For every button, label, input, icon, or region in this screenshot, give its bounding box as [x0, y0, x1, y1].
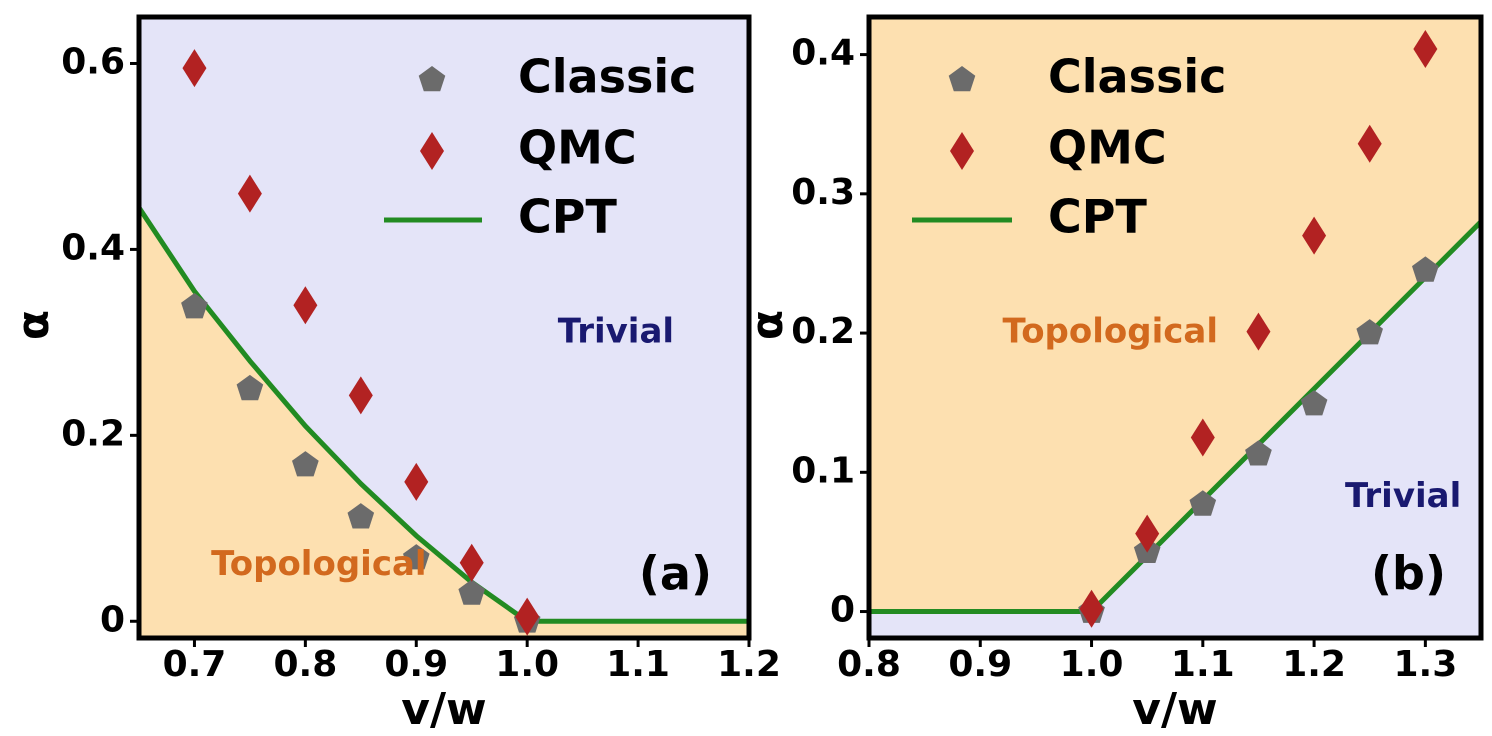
data-point-classic [1356, 319, 1383, 345]
y-tick-label: 0.2 [791, 311, 855, 352]
y-tick-label: 0.1 [791, 450, 855, 491]
data-point-qmc [1413, 30, 1438, 69]
chart-panel-2: Topological Trivial Classic QMC CPT (b) 0.8 0.9… [742, 14, 1484, 735]
x-tick-label: 1.3 [1393, 644, 1457, 685]
region-trivial [139, 17, 749, 622]
region-label-trivial: Trivial [1345, 476, 1461, 516]
y-tick-label: 0 [830, 590, 855, 631]
y-tick-label: 0.3 [791, 172, 855, 213]
x-tick-label: 1.0 [495, 644, 559, 685]
y-axis-label: α [742, 310, 793, 340]
data-point-qmc [1190, 418, 1215, 457]
data-point-qmc [1246, 312, 1271, 351]
x-axis-label: v/w [401, 684, 486, 735]
series-line-cpt [139, 206, 749, 624]
region-trivial [869, 221, 1481, 638]
x-tick-label: 1.1 [606, 644, 670, 685]
data-point-qmc [348, 376, 373, 415]
x-tick-label: 0.8 [273, 644, 337, 685]
region-label-trivial: Trivial [558, 312, 674, 352]
plot-area [139, 17, 749, 638]
chart-panel-1: Topological Trivial Classic QMC CPT (a) 0.7 0.8… [8, 14, 781, 735]
data-point-classic [181, 293, 208, 319]
data-point-classic [236, 374, 264, 401]
data-point-classic [1412, 256, 1439, 282]
data-point-classic [1245, 440, 1272, 466]
legend-label-qmc: QMC [518, 121, 637, 175]
x-tick-label: 0.9 [384, 644, 448, 685]
data-point-classic [1300, 390, 1328, 416]
data-point-classic [1189, 490, 1217, 516]
region-label-topological: Topological [1003, 312, 1219, 352]
x-axis-label: v/w [1132, 684, 1217, 735]
plot-frame [136, 14, 752, 641]
legend-marker-qmc [950, 132, 974, 170]
legend: Classic QMC CPT [912, 50, 1226, 244]
y-tick-label: 0.2 [61, 413, 125, 454]
data-point-classic [458, 579, 485, 605]
data-point-qmc [182, 49, 207, 88]
data-point-qmc [1302, 216, 1327, 255]
y-tick-label: 0.4 [61, 227, 125, 268]
region-label-topological: Topological [211, 544, 427, 584]
panel-label: (a) [639, 547, 712, 601]
data-point-qmc [293, 286, 318, 325]
data-point-classic [403, 544, 430, 570]
region-topological [869, 17, 1481, 612]
data-point-qmc [1357, 124, 1382, 163]
y-tick-label: 0.4 [791, 33, 855, 74]
plot-area [869, 17, 1481, 638]
data-point-qmc [237, 174, 262, 213]
data-point-qmc [1135, 514, 1160, 553]
legend: Classic QMC CPT [384, 50, 696, 244]
region-topological [139, 207, 749, 638]
legend-marker-classic [948, 66, 976, 92]
x-tick-label: 1.2 [717, 644, 781, 685]
x-tick-label: 1.2 [1282, 644, 1346, 685]
panel-label: (b) [1371, 547, 1446, 601]
legend-label-classic: Classic [1048, 50, 1226, 104]
plot-frame [866, 14, 1484, 641]
x-tick-label: 1.0 [1060, 644, 1124, 685]
data-point-qmc [459, 543, 484, 582]
y-axis-label: α [8, 310, 59, 340]
legend-label-cpt: CPT [518, 190, 617, 244]
data-point-qmc [404, 462, 429, 501]
x-tick-label: 1.1 [1171, 644, 1235, 685]
data-point-classic [292, 451, 319, 477]
x-tick-label: 0.9 [948, 644, 1012, 685]
legend-label-qmc: QMC [1048, 121, 1167, 175]
x-tick-label: 0.8 [837, 644, 901, 685]
data-point-classic [347, 503, 375, 529]
legend-marker-classic [418, 66, 446, 92]
data-point-qmc [515, 597, 540, 636]
x-tick-label: 0.7 [163, 644, 227, 685]
y-tick-label: 0 [100, 599, 125, 640]
legend-label-classic: Classic [518, 50, 696, 104]
data-point-qmc [1079, 589, 1104, 628]
y-tick-label: 0.6 [61, 41, 125, 82]
legend-label-cpt: CPT [1048, 190, 1147, 244]
legend-marker-qmc [420, 132, 444, 170]
